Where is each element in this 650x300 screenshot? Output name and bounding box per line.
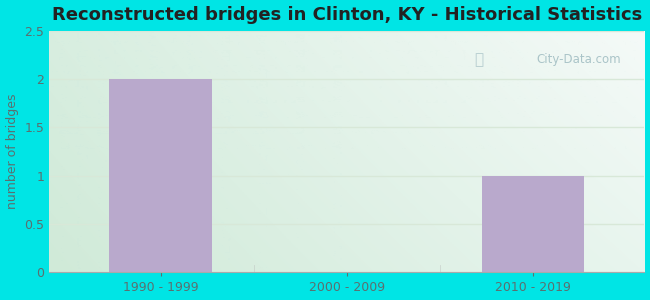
Title: Reconstructed bridges in Clinton, KY - Historical Statistics: Reconstructed bridges in Clinton, KY - H…: [51, 6, 642, 24]
Text: ⓘ: ⓘ: [474, 52, 484, 67]
Bar: [109, 79, 212, 272]
Y-axis label: number of bridges: number of bridges: [6, 94, 19, 209]
Text: City-Data.com: City-Data.com: [536, 53, 621, 66]
Bar: [482, 176, 584, 272]
